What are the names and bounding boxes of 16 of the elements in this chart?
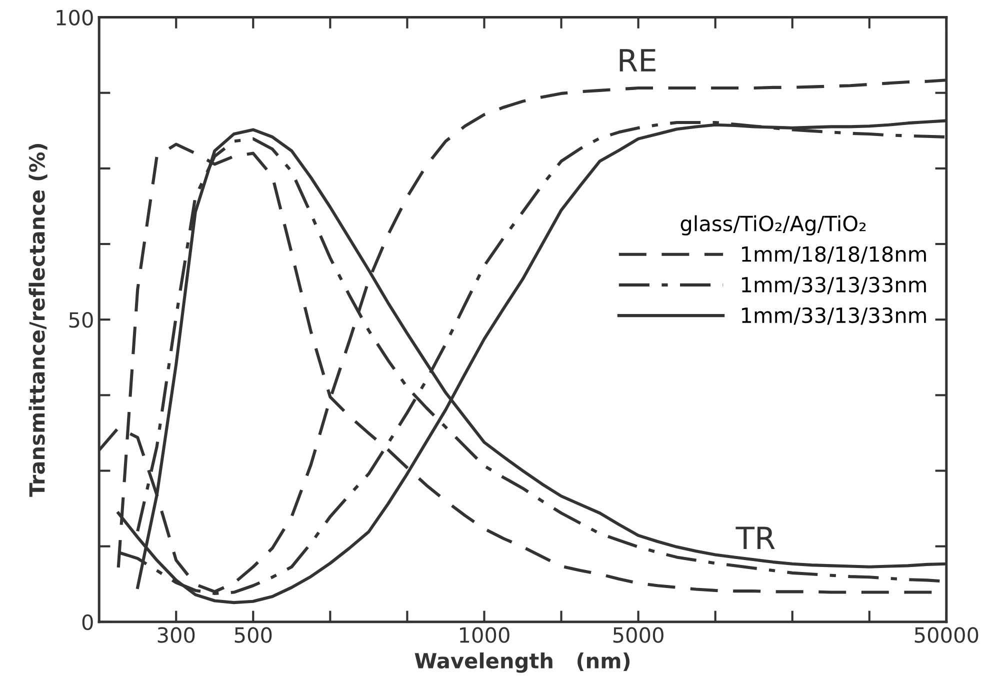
x-tick-label: 1000	[460, 627, 510, 643]
legend-label: 1mm/33/13/33nm	[742, 276, 926, 294]
legend-label: 1mm/33/13/33nm	[742, 307, 926, 325]
y-tick-label: 50	[69, 312, 93, 328]
legend-label: 1mm/18/18/18nm	[742, 246, 926, 264]
x-tick-label: 300	[158, 627, 195, 643]
legend-title: glass/TiO₂/Ag/TiO₂	[680, 215, 866, 236]
x-tick-label: 50000	[914, 627, 978, 643]
y-tick-label: 0	[82, 614, 93, 630]
annotation: RE	[620, 49, 656, 72]
y-tick-label: 100	[56, 10, 93, 26]
x-tick-label: 5000	[613, 627, 664, 643]
y-axis-title: Transmittance/reflectance (%)	[28, 144, 48, 497]
x-tick-label: 500	[234, 627, 272, 643]
x-axis-title: Wavelength (nm)	[414, 652, 630, 673]
annotation: TR	[736, 526, 775, 550]
